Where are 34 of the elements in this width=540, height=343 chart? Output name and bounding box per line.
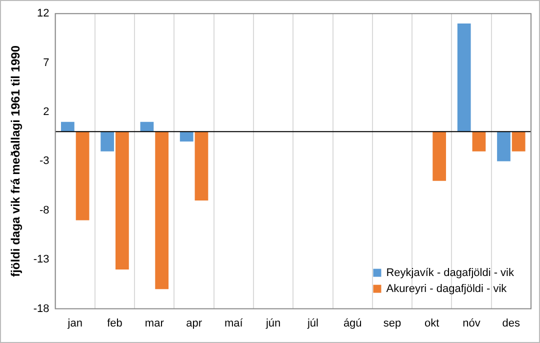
y-tick-label: -13	[33, 254, 50, 266]
x-tick-label: mar	[144, 317, 164, 330]
x-tick-label: jan	[66, 317, 82, 330]
y-tick-label: -18	[33, 302, 50, 315]
bar	[100, 132, 114, 152]
bar	[194, 132, 208, 201]
x-tick-label: feb	[107, 317, 122, 330]
y-tick-label: 7	[43, 56, 50, 69]
bar	[457, 23, 471, 132]
bar	[116, 132, 129, 270]
x-tick-label: jún	[264, 317, 281, 330]
x-tick-label: sep	[383, 317, 402, 330]
bar	[155, 132, 169, 290]
bar	[432, 132, 446, 181]
x-tick-label: apr	[186, 317, 202, 330]
bar	[76, 132, 90, 220]
y-tick-label: -8	[40, 204, 50, 216]
x-tick-label: ágú	[343, 317, 362, 330]
legend-label: Reykjavík - dagafjöldi - vik	[386, 266, 514, 279]
x-tick-label: maí	[224, 317, 244, 330]
y-tick-label: -3	[40, 155, 50, 168]
y-tick-label: 12	[37, 8, 50, 20]
y-tick-label: 2	[43, 106, 50, 118]
legend-label: Akureyri - dagafjöldi - vik	[386, 282, 508, 295]
x-tick-label: okt	[424, 317, 440, 330]
y-axis-title: fjöldi daga vik frá meðallagi 1961 til 1990	[8, 45, 23, 277]
x-tick-label: nóv	[462, 317, 481, 330]
x-tick-label: des	[502, 317, 521, 330]
bar	[497, 132, 510, 162]
bar	[472, 132, 486, 152]
bar	[60, 122, 74, 132]
bar	[180, 132, 194, 142]
bar	[512, 132, 526, 152]
x-tick-label: júl	[306, 317, 318, 330]
